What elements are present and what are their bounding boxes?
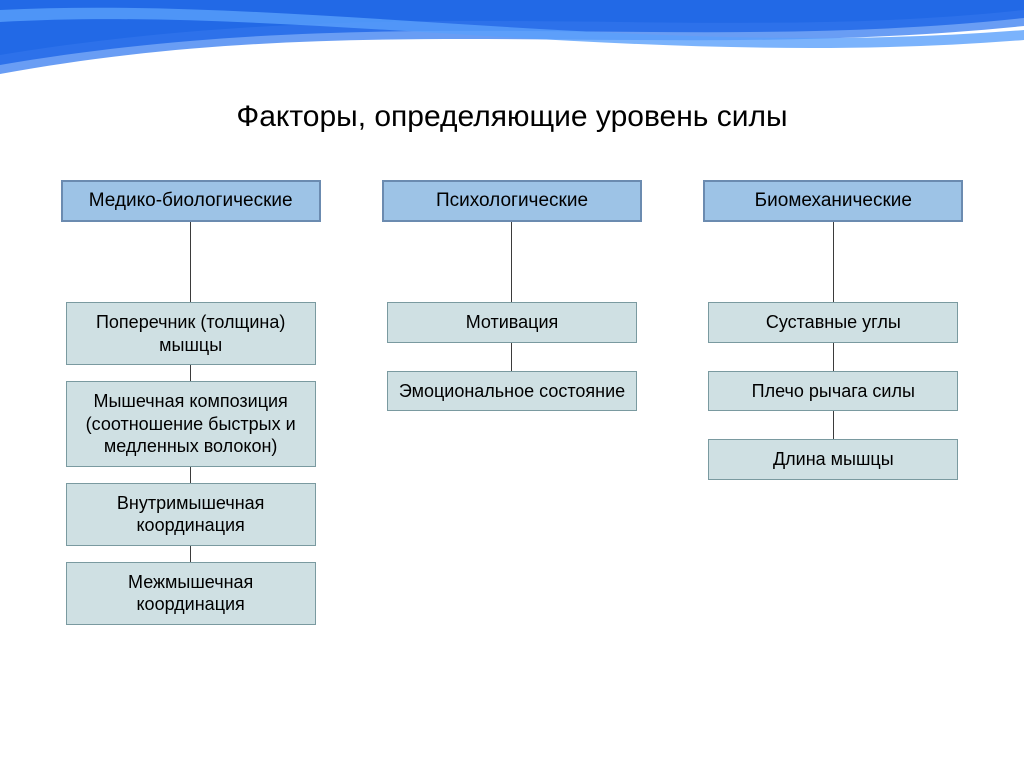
column-psychological: Психологические Мотивация Эмоциональное … — [382, 180, 642, 625]
column-biomechanical: Биомеханические Суставные углы Плечо рыч… — [703, 180, 963, 625]
child-box: Межмышечная координация — [66, 562, 316, 625]
connector — [833, 411, 834, 439]
connector — [511, 222, 512, 302]
connector — [190, 365, 191, 381]
connector — [190, 467, 191, 483]
slide-title: Факторы, определяющие уровень силы — [0, 100, 1024, 134]
child-box: Мышечная композиция (соотношение быстрых… — [66, 381, 316, 467]
child-box: Эмоциональное состояние — [387, 371, 637, 412]
child-box: Поперечник (толщина) мышцы — [66, 302, 316, 365]
connector — [833, 343, 834, 371]
header-psychological: Психологические — [382, 180, 642, 222]
connector — [833, 222, 834, 302]
child-box: Суставные углы — [708, 302, 958, 343]
diagram-columns: Медико-биологические Поперечник (толщина… — [0, 180, 1024, 625]
child-box: Внутримышечная координация — [66, 483, 316, 546]
header-medical: Медико-биологические — [61, 180, 321, 222]
slide-decoration — [0, 0, 1024, 90]
child-box: Длина мышцы — [708, 439, 958, 480]
child-box: Мотивация — [387, 302, 637, 343]
column-medical: Медико-биологические Поперечник (толщина… — [61, 180, 321, 625]
connector — [511, 343, 512, 371]
header-biomechanical: Биомеханические — [703, 180, 963, 222]
child-box: Плечо рычага силы — [708, 371, 958, 412]
connector — [190, 222, 191, 302]
connector — [190, 546, 191, 562]
